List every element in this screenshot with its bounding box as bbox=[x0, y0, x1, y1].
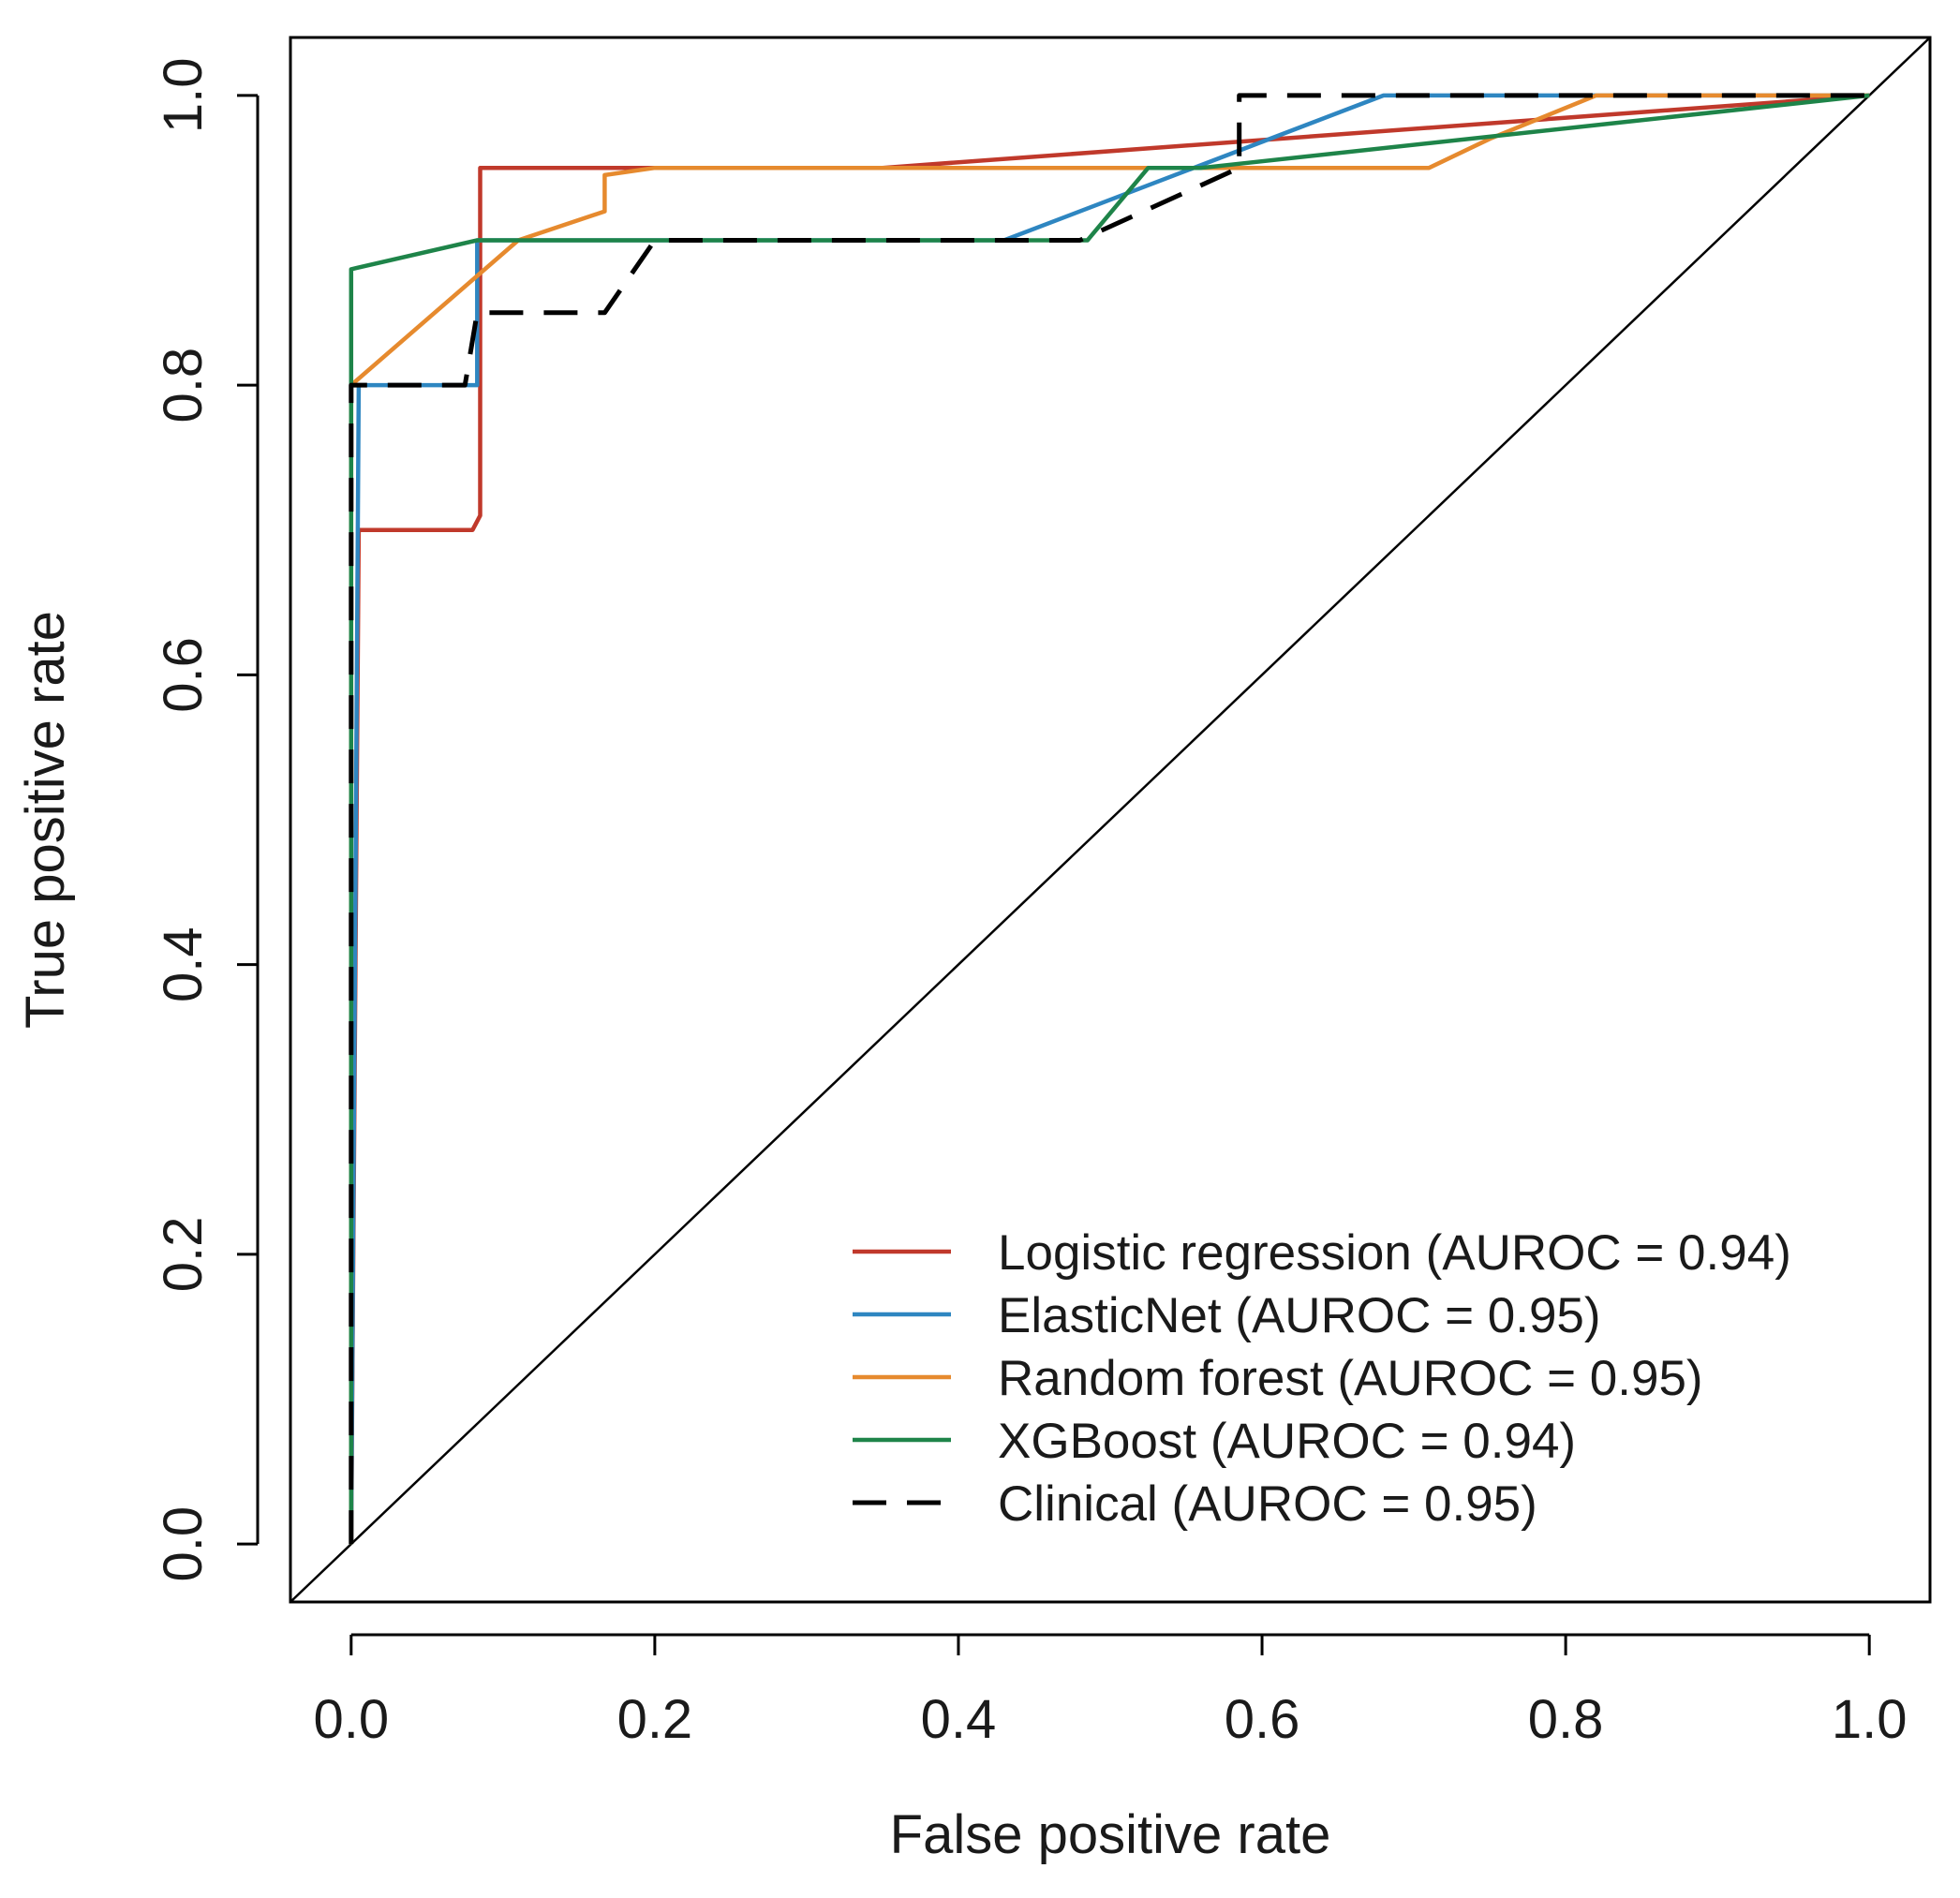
y-tick-label: 0.8 bbox=[153, 348, 214, 423]
y-tick-label: 0.2 bbox=[153, 1217, 214, 1293]
legend-label-3: Random forest (AUROC = 0.95) bbox=[998, 1351, 1703, 1406]
series-line-4 bbox=[349, 93, 1870, 1545]
legend-label-2: ElasticNet (AUROC = 0.95) bbox=[998, 1288, 1601, 1343]
x-axis: 0.0 0.2 0.4 0.6 0.8 1.0 bbox=[313, 1633, 1908, 1750]
legend-label-5: Clinical (AUROC = 0.95) bbox=[998, 1476, 1537, 1532]
plot-frame bbox=[289, 36, 1932, 1604]
plot-area bbox=[290, 37, 1931, 1603]
y-tick-label: 0.6 bbox=[153, 637, 214, 713]
y-axis-label: True positive rate bbox=[15, 611, 76, 1029]
x-tick-label: 0.8 bbox=[1528, 1689, 1604, 1750]
x-tick-label: 0.0 bbox=[313, 1689, 389, 1750]
x-tick-label: 1.0 bbox=[1832, 1689, 1908, 1750]
legend-label-1: Logistic regression (AUROC = 0.94) bbox=[998, 1225, 1791, 1281]
series-line-3 bbox=[349, 93, 1870, 1545]
y-tick-label: 0.4 bbox=[153, 927, 214, 1002]
y-tick-label: 0.0 bbox=[153, 1506, 214, 1582]
y-axis: 0.0 0.2 0.4 0.6 0.8 1.0 bbox=[153, 58, 260, 1582]
x-tick-label: 0.4 bbox=[921, 1689, 997, 1750]
x-tick-label: 0.2 bbox=[617, 1689, 693, 1750]
y-tick-label: 1.0 bbox=[153, 58, 214, 134]
x-axis-label: False positive rate bbox=[890, 1804, 1331, 1865]
legend-label-4: XGBoost (AUROC = 0.94) bbox=[998, 1414, 1576, 1469]
x-tick-label: 0.6 bbox=[1225, 1689, 1300, 1750]
reference-diagonal-line bbox=[290, 37, 1931, 1603]
legend: Logistic regression (AUROC = 0.94) Elasti… bbox=[853, 1225, 1791, 1532]
